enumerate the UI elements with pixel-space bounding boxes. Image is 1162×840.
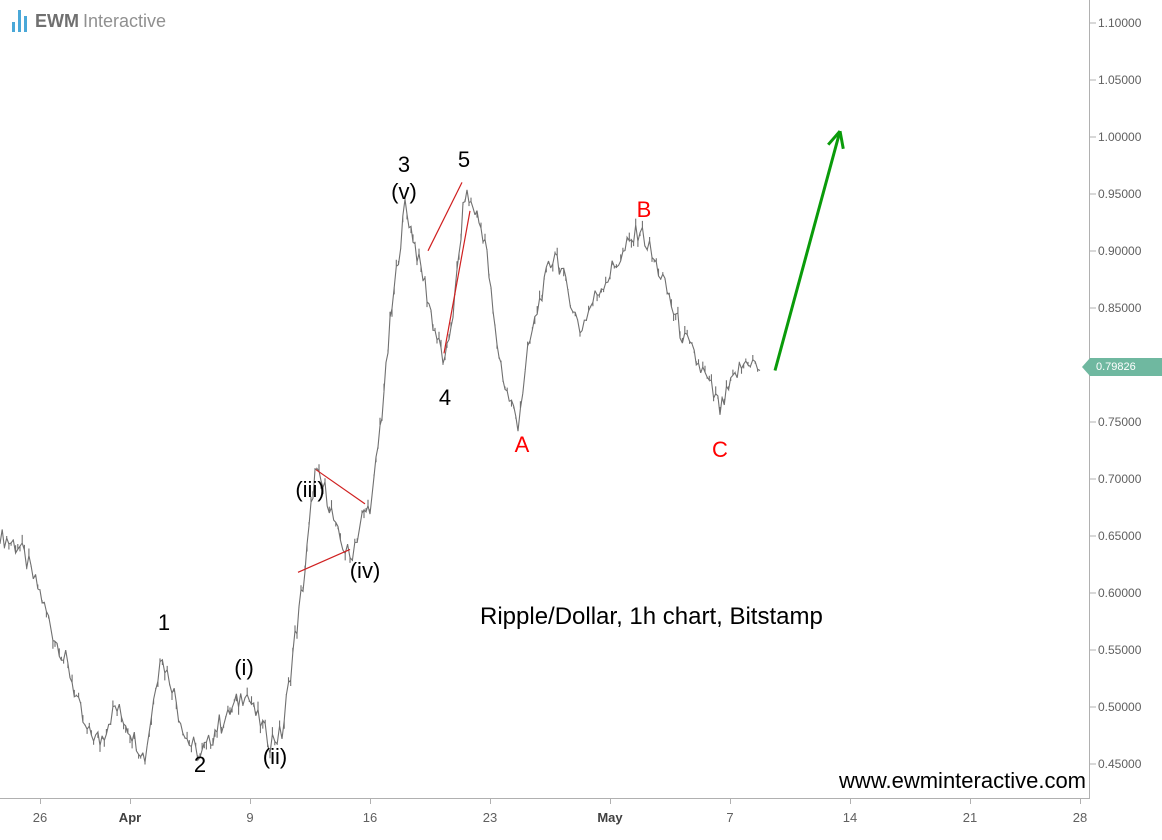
trend-line: [428, 182, 462, 250]
wave-label: 4: [439, 385, 451, 411]
current-price-flag: 0.79826: [1090, 358, 1162, 376]
x-axis: 26 Apr 9 16 23 May 7 14 21 28: [0, 798, 1090, 840]
y-tick-label: 0.65000: [1098, 529, 1141, 543]
wave-label: (v): [391, 179, 417, 205]
y-tick-label: 0.75000: [1098, 415, 1141, 429]
wave-label: 5: [458, 147, 470, 173]
y-tick-label: 0.60000: [1098, 586, 1141, 600]
wave-label: (iv): [350, 558, 381, 584]
chart-root: EWMInteractive Ripple/Dollar, 1h chart, …: [0, 0, 1162, 840]
wave-label: 2: [194, 752, 206, 778]
x-tick-label: 23: [483, 810, 497, 825]
wave-label: 3: [398, 152, 410, 178]
price-svg: [0, 0, 1090, 798]
y-axis: 0.45000 0.50000 0.55000 0.60000 0.65000 0.700…: [1089, 0, 1162, 798]
projection-arrow: [775, 131, 840, 370]
x-tick-label: 9: [246, 810, 253, 825]
wave-label: C: [712, 437, 728, 463]
price-line: [0, 190, 760, 765]
watermark-url: www.ewminteractive.com: [839, 768, 1086, 794]
wave-label: B: [637, 197, 652, 223]
chart-title: Ripple/Dollar, 1h chart, Bitstamp: [480, 603, 823, 631]
y-tick-label: 1.10000: [1098, 16, 1141, 30]
x-tick-label: Apr: [119, 810, 141, 825]
x-tick-label: 21: [963, 810, 977, 825]
y-tick-label: 0.95000: [1098, 187, 1141, 201]
trend-line: [444, 211, 470, 354]
x-tick-label: 7: [726, 810, 733, 825]
y-tick-label: 0.90000: [1098, 244, 1141, 258]
x-tick-label: 26: [33, 810, 47, 825]
wave-label: (iii): [295, 477, 324, 503]
y-tick-label: 1.05000: [1098, 73, 1141, 87]
wave-label: (ii): [263, 744, 287, 770]
y-tick-label: 0.85000: [1098, 301, 1141, 315]
wave-label: 1: [158, 610, 170, 636]
x-tick-label: May: [597, 810, 622, 825]
y-tick-label: 1.00000: [1098, 130, 1141, 144]
wave-label: A: [515, 432, 530, 458]
y-tick-label: 0.45000: [1098, 757, 1141, 771]
x-tick-label: 16: [363, 810, 377, 825]
x-tick-label: 14: [843, 810, 857, 825]
y-tick-label: 0.50000: [1098, 700, 1141, 714]
x-tick-label: 28: [1073, 810, 1087, 825]
wave-label: (i): [234, 655, 254, 681]
y-tick-label: 0.70000: [1098, 472, 1141, 486]
plot-area: Ripple/Dollar, 1h chart, Bitstamp 1 2 (i) (…: [0, 0, 1090, 799]
y-tick-label: 0.55000: [1098, 643, 1141, 657]
